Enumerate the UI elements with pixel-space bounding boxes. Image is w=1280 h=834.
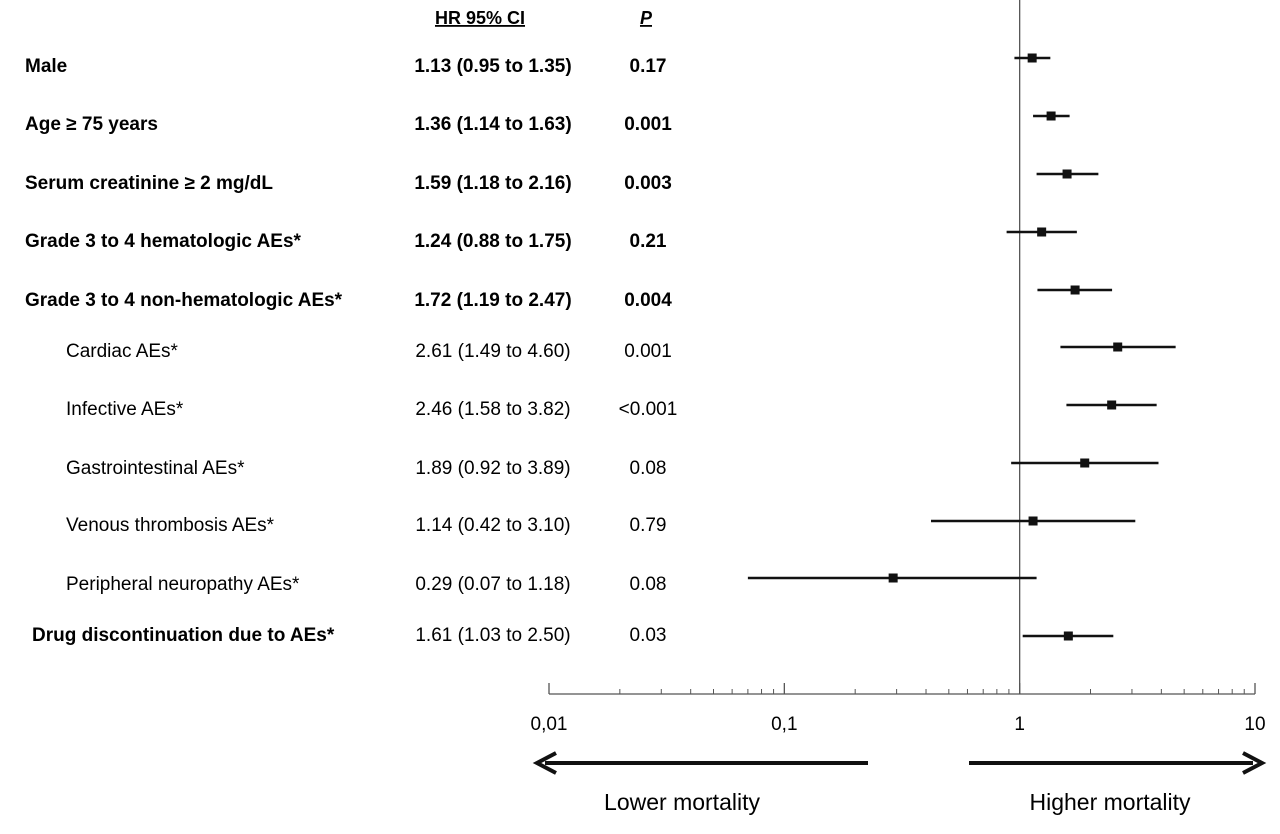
hr-ci-value: 1.24 (0.88 to 1.75) <box>414 231 571 252</box>
forest-row: Grade 3 to 4 non-hematologic AEs* 1.72 (1… <box>25 285 1113 311</box>
forest-row: Age ≥ 75 years 1.36 (1.14 to 1.63) 0.001 <box>25 111 1070 135</box>
forest-row: Cardiac AEs* 2.61 (1.49 to 4.60) 0.001 <box>66 341 1176 362</box>
hr-point-marker <box>1037 227 1047 237</box>
hr-point-marker <box>1062 169 1072 179</box>
hr-ci-value: 1.89 (0.92 to 3.89) <box>415 458 570 479</box>
p-value: 0.08 <box>630 458 667 479</box>
forest-row: Male 1.13 (0.95 to 1.35) 0.17 <box>25 53 1051 77</box>
hr-ci-value: 2.61 (1.49 to 4.60) <box>415 341 570 362</box>
hr-point-marker <box>1046 111 1056 121</box>
forest-row: Peripheral neuropathy AEs* 0.29 (0.07 to … <box>66 573 1037 595</box>
hr-ci-value: 1.72 (1.19 to 2.47) <box>414 290 571 311</box>
row-label: Cardiac AEs* <box>66 341 179 362</box>
row-label: Venous thrombosis AEs* <box>66 515 275 536</box>
hr-point-marker <box>1107 400 1117 410</box>
hr-point-marker <box>1063 631 1073 641</box>
hr-point-marker <box>1113 342 1123 352</box>
x-tick-label: 10 <box>1244 714 1265 735</box>
p-value: 0.21 <box>630 231 667 252</box>
row-label: Infective AEs* <box>66 399 184 420</box>
hr-ci-value: 1.61 (1.03 to 2.50) <box>415 625 570 646</box>
p-value: 0.004 <box>624 290 672 311</box>
hr-point-marker <box>1028 516 1038 526</box>
forest-row: Gastrointestinal AEs* 1.89 (0.92 to 3.89)… <box>66 458 1159 479</box>
row-label: Serum creatinine ≥ 2 mg/dL <box>25 173 273 194</box>
hr-point-marker <box>1027 53 1037 63</box>
forest-row: Grade 3 to 4 hematologic AEs* 1.24 (0.88 … <box>25 227 1077 252</box>
p-value: <0.001 <box>619 399 678 420</box>
row-label: Male <box>25 56 67 77</box>
hr-point-marker <box>1080 458 1090 468</box>
forest-rows: Male 1.13 (0.95 to 1.35) 0.17 Age ≥ 75 year… <box>25 53 1176 646</box>
row-label: Peripheral neuropathy AEs* <box>66 574 300 595</box>
higher-mortality-arrow <box>969 751 1267 775</box>
hr-ci-value: 1.14 (0.42 to 3.10) <box>415 515 570 536</box>
hr-ci-value: 0.29 (0.07 to 1.18) <box>415 574 570 595</box>
hr-ci-value: 2.46 (1.58 to 3.82) <box>415 399 570 420</box>
hr-ci-value: 1.59 (1.18 to 2.16) <box>414 173 571 194</box>
row-label: Grade 3 to 4 hematologic AEs* <box>25 231 302 252</box>
x-tick-label: 0,1 <box>771 714 797 735</box>
p-value: 0.08 <box>630 574 667 595</box>
row-label: Gastrointestinal AEs* <box>66 458 245 479</box>
forest-row: Infective AEs* 2.46 (1.58 to 3.82) <0.001 <box>66 399 1157 420</box>
x-axis: 0,01 0,1 1 10 <box>531 683 1266 735</box>
row-label: Age ≥ 75 years <box>25 114 158 135</box>
p-value: 0.03 <box>630 625 667 646</box>
hr-ci-value: 1.13 (0.95 to 1.35) <box>414 56 571 77</box>
lower-mortality-label: Lower mortality <box>604 789 760 815</box>
row-label: Drug discontinuation due to AEs* <box>32 625 335 646</box>
p-value-header: P <box>640 8 653 28</box>
x-tick-label: 0,01 <box>531 714 568 735</box>
p-value: 0.001 <box>624 341 672 362</box>
row-label: Grade 3 to 4 non-hematologic AEs* <box>25 290 343 311</box>
hr-point-marker <box>1070 285 1080 295</box>
hr-ci-value: 1.36 (1.14 to 1.63) <box>414 114 571 135</box>
p-value: 0.17 <box>630 56 667 77</box>
forest-row: Venous thrombosis AEs* 1.14 (0.42 to 3.10… <box>66 515 1136 536</box>
forest-row: Serum creatinine ≥ 2 mg/dL 1.59 (1.18 to … <box>25 169 1099 194</box>
lower-mortality-arrow <box>532 751 868 775</box>
forest-row: Drug discontinuation due to AEs* 1.61 (1.… <box>32 625 1114 646</box>
hr-point-marker <box>888 573 898 583</box>
p-value: 0.79 <box>630 515 667 536</box>
hr-ci-header: HR 95% CI <box>435 8 525 28</box>
p-value: 0.003 <box>624 173 672 194</box>
p-value: 0.001 <box>624 114 672 135</box>
x-tick-label: 1 <box>1014 714 1025 735</box>
higher-mortality-label: Higher mortality <box>1029 789 1191 815</box>
